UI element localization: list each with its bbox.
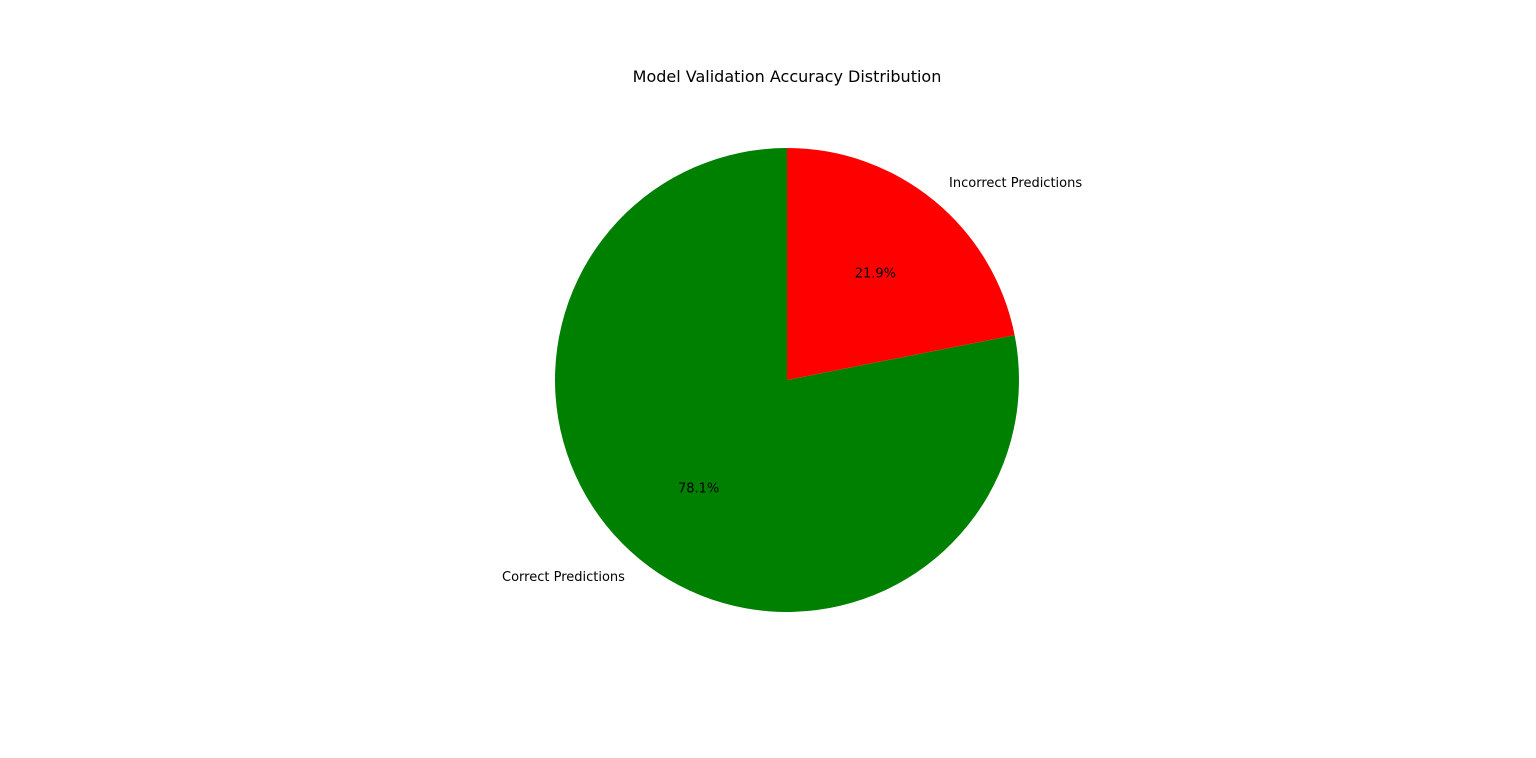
slice-label-2: Incorrect Predictions <box>949 176 1082 191</box>
slice-label-1: Correct Predictions <box>502 570 625 585</box>
pie-slices <box>554 148 1019 613</box>
slice-percent-2: 21.9% <box>855 266 896 281</box>
slice-percent-1: 78.1% <box>678 482 719 497</box>
pie-slice-1 <box>554 148 1019 613</box>
pie-slice-2 <box>787 148 1015 380</box>
chart-title: Model Validation Accuracy Distribution <box>633 67 942 86</box>
pie-labels: Correct Predictions 78.1% Incorrect Predic… <box>502 176 1082 585</box>
